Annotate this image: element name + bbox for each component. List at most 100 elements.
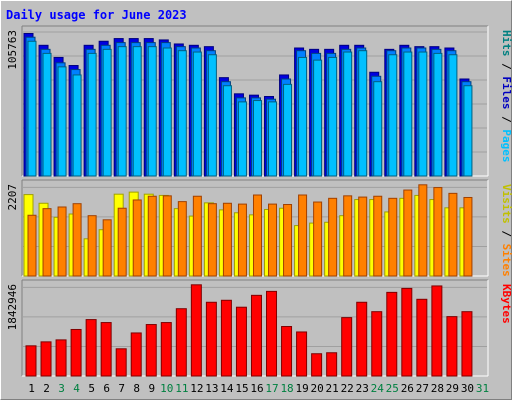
pages-bar xyxy=(42,52,52,177)
x-tick-label: 5 xyxy=(88,382,95,395)
legend-files: Files xyxy=(500,76,512,109)
kbytes-bar xyxy=(311,353,323,377)
pages-bar xyxy=(147,46,157,177)
y-max-label: 2207 xyxy=(6,184,19,211)
sites-bar xyxy=(207,203,217,277)
pages-bar xyxy=(57,66,67,177)
pages-bar xyxy=(448,54,458,177)
sites-bar xyxy=(102,219,112,277)
kbytes-bar xyxy=(100,322,112,377)
hits-panel: 105763 Hits / Files / Pages xyxy=(6,25,512,177)
x-tick-label: 20 xyxy=(311,382,324,395)
x-tick-label: 3 xyxy=(58,382,65,395)
kbytes-panel: 1842946 KBytes xyxy=(6,279,512,377)
sites-bar xyxy=(403,189,413,277)
pages-bar xyxy=(343,51,353,177)
pages-bar xyxy=(298,56,308,177)
kbytes-bar xyxy=(401,287,413,377)
kbytes-bar xyxy=(145,324,157,377)
sites-bar xyxy=(42,208,52,277)
x-tick-label: 25 xyxy=(386,382,399,395)
x-tick-label: 14 xyxy=(220,382,234,395)
pages-bar xyxy=(373,81,383,177)
x-tick-label: 17 xyxy=(265,382,278,395)
pages-bar xyxy=(222,85,232,177)
kbytes-bar xyxy=(431,285,443,377)
pages-bar xyxy=(132,46,142,177)
sites-bar xyxy=(27,214,37,277)
legend-visits: Visits xyxy=(500,184,512,224)
kbytes-bar xyxy=(70,328,82,377)
sites-bar xyxy=(463,196,473,277)
pages-bar xyxy=(237,101,247,177)
kbytes-bar xyxy=(190,284,202,377)
kbytes-bar xyxy=(175,308,187,377)
sites-bar xyxy=(328,197,338,277)
pages-bar xyxy=(177,50,187,177)
sites-bar xyxy=(448,192,458,277)
pages-bar xyxy=(418,51,428,177)
sites-bar xyxy=(72,203,82,277)
sites-bar xyxy=(147,195,157,277)
x-tick-label: 1 xyxy=(28,382,35,395)
pages-bar xyxy=(463,85,473,177)
kbytes-bar xyxy=(130,332,142,377)
kbytes-bar xyxy=(461,311,473,377)
pages-bar xyxy=(388,54,398,177)
sites-bar xyxy=(87,215,97,277)
pages-bar xyxy=(433,52,443,177)
x-tick-label: 2 xyxy=(43,382,50,395)
sites-bar xyxy=(358,196,368,277)
x-tick-label: 27 xyxy=(416,382,429,395)
kbytes-bar xyxy=(356,301,368,377)
legend-hits: Hits xyxy=(500,30,512,57)
legend-separator: / xyxy=(500,110,512,130)
x-tick-label: 21 xyxy=(326,382,339,395)
sites-bar xyxy=(192,195,202,277)
sites-bar xyxy=(222,202,232,277)
y-max-label: 1842946 xyxy=(6,284,19,330)
kbytes-bar xyxy=(266,290,278,377)
sites-bar xyxy=(117,207,127,277)
sites-bar xyxy=(388,197,398,277)
kbytes-bar xyxy=(55,339,67,377)
sites-bar xyxy=(373,195,383,277)
pages-bar xyxy=(252,100,262,177)
kbytes-bar xyxy=(386,291,398,377)
kbytes-bar xyxy=(85,319,97,377)
legend-sites: Sites xyxy=(500,244,512,277)
pages-bar xyxy=(102,48,112,177)
x-tick-label: 31 xyxy=(476,382,489,395)
x-tick-label: 29 xyxy=(446,382,459,395)
kbytes-bar xyxy=(446,316,458,377)
x-tick-label: 10 xyxy=(160,382,173,395)
sites-bar xyxy=(177,201,187,277)
pages-bar xyxy=(328,56,338,177)
kbytes-bar xyxy=(205,301,217,377)
pages-bar xyxy=(162,47,172,177)
legend-kbytes: KBytes xyxy=(500,284,512,324)
legend: KBytes xyxy=(500,284,512,324)
kbytes-bar xyxy=(25,345,37,377)
legend-separator: / xyxy=(500,224,512,244)
pages-bar xyxy=(268,101,278,177)
sites-bar xyxy=(343,195,353,277)
pages-bar xyxy=(358,50,368,177)
kbytes-bar xyxy=(371,311,383,377)
chart-title: Daily usage for June 2023 xyxy=(6,8,187,22)
x-tick-label: 7 xyxy=(118,382,125,395)
sites-bar xyxy=(418,184,428,277)
pages-bar xyxy=(192,51,202,177)
x-tick-label: 15 xyxy=(235,382,248,395)
x-tick-label: 16 xyxy=(250,382,263,395)
x-tick-label: 8 xyxy=(133,382,140,395)
sites-bar xyxy=(252,194,262,277)
kbytes-bar xyxy=(416,298,428,377)
visits-panel: 2207 Visits / Sites xyxy=(6,179,512,277)
x-tick-label: 30 xyxy=(461,382,474,395)
pages-bar xyxy=(72,74,82,177)
sites-bar xyxy=(433,187,443,277)
x-tick-label: 6 xyxy=(103,382,110,395)
pages-bar xyxy=(313,59,323,177)
kbytes-bar xyxy=(281,326,293,377)
